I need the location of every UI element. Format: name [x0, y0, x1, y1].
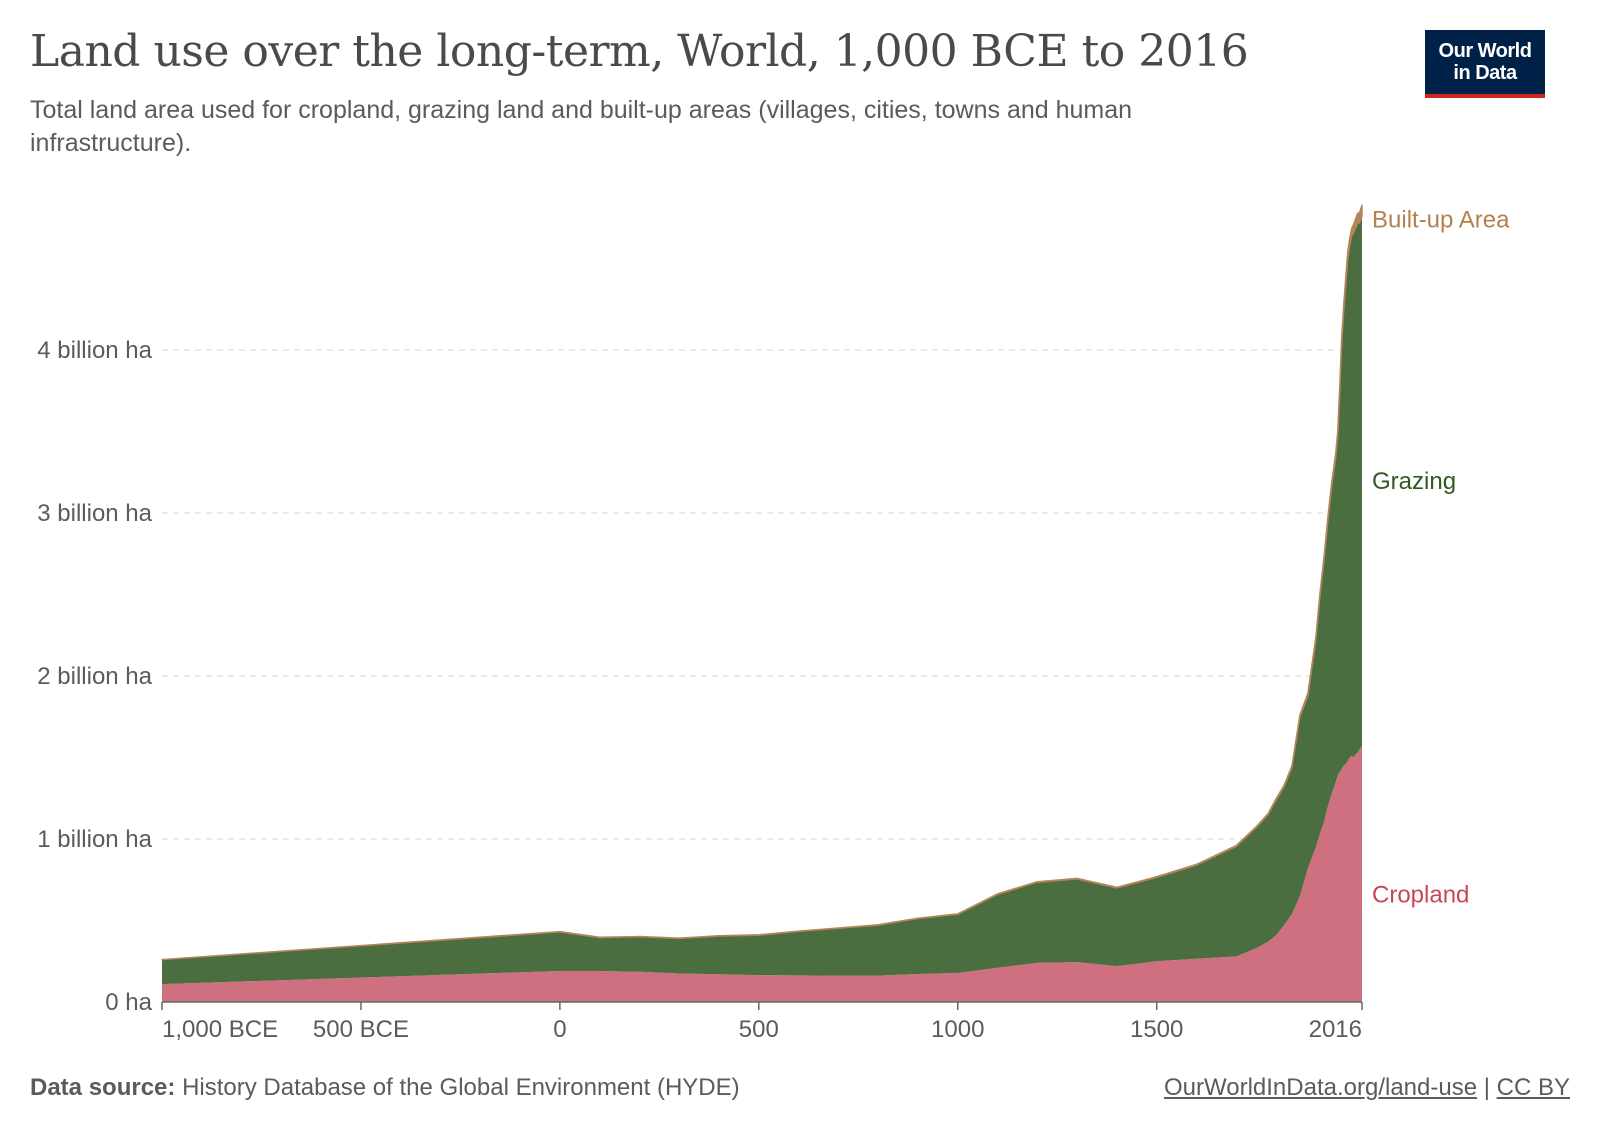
- x-tick-label: 1,000 BCE: [162, 1016, 278, 1043]
- x-tick-label: 2016: [1309, 1016, 1362, 1043]
- x-axis: 1,000 BCE 500 BCE 0 500 1000 1500 2016: [161, 1001, 1363, 1043]
- logo-line-1: Our World: [1438, 40, 1532, 62]
- footer-separator: |: [1483, 1074, 1490, 1101]
- x-tick-label: 0: [553, 1016, 566, 1043]
- y-tick-label: 0 ha: [105, 989, 152, 1016]
- data-source-label: Data source:: [30, 1074, 176, 1101]
- x-tick-label: 1500: [1130, 1016, 1183, 1043]
- built-up-area: [161, 204, 1363, 961]
- license-link[interactable]: CC BY: [1496, 1074, 1570, 1101]
- y-tick-label: 4 billion ha: [37, 337, 152, 364]
- x-tick-label: 1000: [931, 1016, 984, 1043]
- owid-logo[interactable]: Our World in Data: [1425, 30, 1545, 98]
- footer-links: OurWorldInData.org/land-use | CC BY: [1164, 1074, 1570, 1102]
- stacked-areas: [161, 204, 1363, 1002]
- cropland-label: Cropland: [1372, 882, 1469, 909]
- grazing-area: [162, 216, 1362, 985]
- cropland-area: [162, 746, 1362, 1002]
- chart-subtitle: Total land area used for cropland, grazi…: [30, 96, 1133, 157]
- source-link[interactable]: OurWorldInData.org/land-use: [1164, 1074, 1478, 1101]
- land-use-chart: 0 ha 1 billion ha 2 billion ha 3 billion ha…: [37, 204, 1510, 1043]
- built-up-label: Built-up Area: [1372, 206, 1510, 233]
- series-labels: Cropland Grazing Built-up Area: [1372, 206, 1510, 908]
- chart-title: Land use over the long-term, World, 1,00…: [30, 26, 1249, 77]
- y-tick-label: 2 billion ha: [37, 663, 152, 690]
- x-tick-label: 500: [739, 1016, 779, 1043]
- data-source: Data source: History Database of the Glo…: [30, 1074, 740, 1102]
- grazing-label: Grazing: [1372, 468, 1456, 495]
- logo-line-2: in Data: [1453, 62, 1517, 84]
- x-tick-label: 500 BCE: [313, 1016, 409, 1043]
- data-source-text: History Database of the Global Environme…: [182, 1074, 740, 1101]
- grid-lines: 0 ha 1 billion ha 2 billion ha 3 billion ha…: [37, 337, 1362, 1016]
- y-tick-label: 3 billion ha: [37, 500, 152, 527]
- y-tick-label: 1 billion ha: [37, 826, 152, 853]
